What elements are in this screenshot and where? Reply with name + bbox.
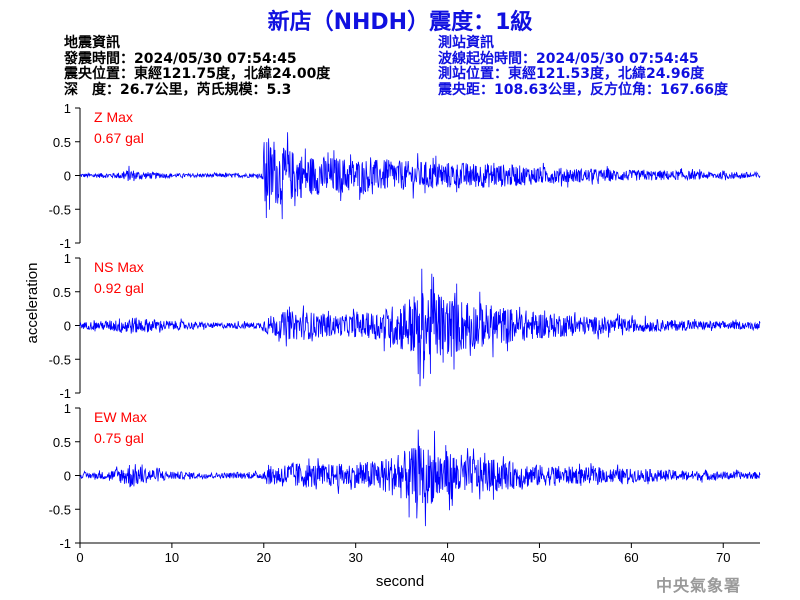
max-value: 0.75 gal (94, 430, 144, 446)
y-tick-label: 1 (64, 101, 71, 116)
x-tick-label: 10 (165, 550, 179, 565)
quake-origin-time: 發震時間：2024/05/30 07:54:45 (64, 50, 297, 67)
agency-watermark: 中央氣象署 (656, 576, 742, 595)
panel-ns: -1 -0.5 0 0.5 1 NS Max 0.92 gal (49, 251, 761, 401)
waveform-ew (79, 429, 761, 527)
quake-epicenter: 震央位置：東經121.75度，北緯24.00度 (64, 66, 331, 82)
y-axis-title: acceleration (24, 263, 41, 344)
quake-info-heading: 地震資訊 (64, 35, 120, 51)
quake-depth-magnitude: 深 度：26.7公里，芮氏規模：5.3 (64, 81, 292, 98)
x-tick-label: 30 (348, 550, 362, 565)
y-tick-label: -0.5 (49, 352, 71, 367)
max-value: 0.67 gal (94, 130, 144, 146)
y-tick-label: -1 (59, 386, 71, 401)
y-tick-label: 0.5 (53, 285, 71, 300)
x-tick-label: 70 (716, 550, 730, 565)
y-tick-label: 0.5 (53, 135, 71, 150)
quake-info-block: 地震資訊 發震時間：2024/05/30 07:54:45 震央位置：東經121… (64, 35, 331, 98)
y-tick-label: -0.5 (49, 502, 71, 517)
y-tick-label: 0 (64, 469, 71, 484)
station-distance: 震央距：108.63公里，反方位角：167.66度 (438, 81, 729, 98)
x-tick-label: 50 (532, 550, 546, 565)
y-tick-label: 0 (64, 319, 71, 334)
y-tick-label: -1 (59, 236, 71, 251)
y-tick-label: 0.5 (53, 435, 71, 450)
y-tick-label: 0 (64, 169, 71, 184)
max-label: NS Max (94, 259, 144, 275)
panel-z: -1 -0.5 0 0.5 1 Z Max 0.67 gal (49, 101, 761, 251)
station-location: 測站位置：東經121.53度，北緯24.96度 (438, 66, 705, 82)
page-title: 新店（NHDH）震度：1級 (267, 10, 533, 35)
x-tick-label: 60 (624, 550, 638, 565)
y-tick-label: -1 (59, 536, 71, 551)
y-tick-label: -0.5 (49, 202, 71, 217)
max-value: 0.92 gal (94, 280, 144, 296)
station-info-heading: 測站資訊 (438, 35, 494, 51)
x-tick-label: 20 (257, 550, 271, 565)
x-tick-label: 0 (76, 550, 83, 565)
waveform-z (79, 132, 761, 220)
x-tick-label: 40 (440, 550, 454, 565)
max-label: EW Max (94, 409, 147, 425)
y-tick-label: 1 (64, 401, 71, 416)
waveform-ns (79, 268, 761, 387)
y-tick-label: 1 (64, 251, 71, 266)
station-wave-start: 波線起始時間：2024/05/30 07:54:45 (438, 50, 699, 67)
max-label: Z Max (94, 109, 133, 125)
station-info-block: 測站資訊 波線起始時間：2024/05/30 07:54:45 測站位置：東經1… (438, 35, 729, 98)
x-axis-title: second (376, 573, 424, 590)
panel-ew: -1 -0.5 0 0.5 1 EW Max 0.75 gal (49, 401, 761, 551)
